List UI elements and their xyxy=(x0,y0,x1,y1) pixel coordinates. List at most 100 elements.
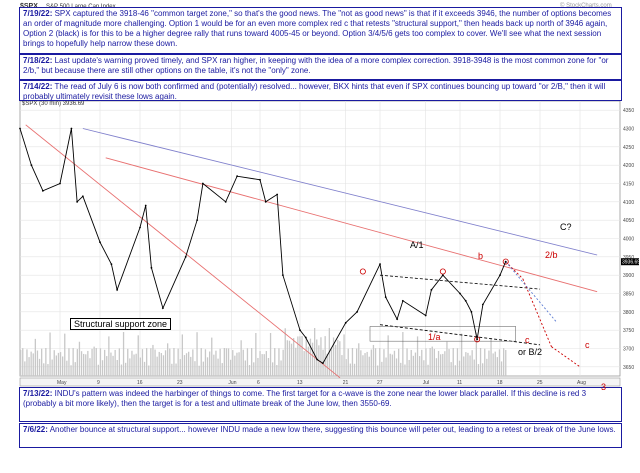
x-tick-label-lower: 21 xyxy=(343,380,349,386)
volume-bar xyxy=(198,365,200,376)
volume-bar xyxy=(255,332,257,376)
wave-pivot-marker xyxy=(359,268,366,275)
volume-bar xyxy=(188,351,190,376)
volume-bar xyxy=(156,356,158,376)
price-point xyxy=(144,204,147,207)
volume-bar xyxy=(326,353,328,376)
volume-bar xyxy=(442,353,444,376)
volume-bar xyxy=(152,344,154,376)
y-tick-label: 3850 xyxy=(623,292,634,298)
volume-bar xyxy=(410,349,412,376)
price-point xyxy=(476,338,479,341)
volume-bar xyxy=(381,361,383,376)
wave-label-or-b2: or B/2 xyxy=(518,347,543,357)
channel-trendline-red xyxy=(105,157,598,293)
volume-bar xyxy=(110,352,112,376)
red-projection-2 xyxy=(522,278,552,347)
volume-bar xyxy=(101,360,104,376)
volume-bar xyxy=(59,352,62,376)
volume-bar xyxy=(377,365,379,376)
upper-black-parallel xyxy=(379,274,541,290)
volume-bar xyxy=(284,328,286,376)
price-point xyxy=(150,266,153,269)
volume-bar xyxy=(297,336,299,376)
price-point xyxy=(161,307,164,310)
volume-bar xyxy=(368,356,370,376)
volume-bar xyxy=(486,358,488,376)
price-point xyxy=(139,226,141,229)
volume-bar xyxy=(339,341,341,376)
volume-bar xyxy=(364,353,366,376)
volume-bar xyxy=(131,350,133,376)
volume-bar xyxy=(215,350,217,376)
volume-bar xyxy=(192,349,194,376)
volume-bar xyxy=(265,351,267,376)
last-price-tag xyxy=(621,258,639,266)
red-projection-3 xyxy=(551,346,581,368)
volume-bar xyxy=(26,349,28,376)
price-point xyxy=(30,164,33,167)
volume-bar xyxy=(259,351,261,376)
volume-bar xyxy=(337,339,339,376)
volume-bar xyxy=(494,351,496,376)
volume-bar xyxy=(282,349,284,376)
x-tick-label-lower: 18 xyxy=(497,380,503,386)
watermark: © StockCharts.com xyxy=(560,3,612,9)
x-tick-label-lower: 27 xyxy=(377,380,383,386)
chart-grid xyxy=(19,100,621,387)
volume-bar xyxy=(93,346,95,376)
x-tick-label-lower: 25 xyxy=(537,380,543,386)
note-date: 7/13/22: xyxy=(23,389,53,398)
volume-bar xyxy=(362,355,364,376)
volume-bar xyxy=(412,355,414,376)
volume-bar xyxy=(76,349,78,376)
volume-bar xyxy=(141,349,144,376)
volume-bar xyxy=(463,356,465,376)
volume-bar xyxy=(398,348,400,376)
volume-bar xyxy=(97,364,99,376)
price-point xyxy=(356,310,359,313)
volume-bar xyxy=(185,353,188,376)
volume-bar xyxy=(204,349,207,376)
x-tick-label-lower: 16 xyxy=(137,380,143,386)
volume-bar xyxy=(267,357,270,376)
volume-bar xyxy=(257,357,259,376)
volume-bar xyxy=(314,328,316,376)
volume-bar xyxy=(118,348,120,376)
indicator-panel xyxy=(19,377,621,387)
volume-bar xyxy=(293,338,295,376)
note-date: 7/14/22: xyxy=(23,82,53,91)
volume-bar xyxy=(456,348,459,376)
price-point xyxy=(299,329,301,332)
wave-count-lines xyxy=(25,124,598,379)
volume-bar xyxy=(122,332,125,376)
y-tick-label: 4150 xyxy=(623,182,634,188)
volume-bar xyxy=(80,351,83,376)
price-point xyxy=(259,178,261,181)
volume-bar xyxy=(175,363,177,376)
volume-bar xyxy=(127,348,129,376)
volume-bar xyxy=(62,356,64,376)
volume-bar xyxy=(395,358,398,376)
volume-bar xyxy=(484,348,486,376)
y-tick-label: 4350 xyxy=(623,108,634,114)
price-point xyxy=(316,358,319,361)
volume-bar xyxy=(244,360,246,376)
y-tick-label: 4050 xyxy=(623,218,634,224)
volume-bar xyxy=(78,341,81,376)
volume-bar xyxy=(379,348,381,376)
price-point xyxy=(379,263,381,266)
x-tick-label-lower: Jul xyxy=(423,380,429,386)
volume-bar xyxy=(332,337,335,376)
volume-bar xyxy=(106,356,108,376)
upper-trendline-blue xyxy=(82,128,598,256)
volume-bar xyxy=(248,365,251,376)
volume-bar xyxy=(440,354,442,376)
note-0706: 7/6/22: Another bounce at structural sup… xyxy=(19,423,622,448)
volume-bar xyxy=(194,361,196,376)
volume-bar xyxy=(183,355,186,376)
x-tick-label-lower: 23 xyxy=(177,380,183,386)
volume-bar xyxy=(320,337,322,376)
volume-bar xyxy=(387,335,389,376)
price-point xyxy=(344,321,347,324)
